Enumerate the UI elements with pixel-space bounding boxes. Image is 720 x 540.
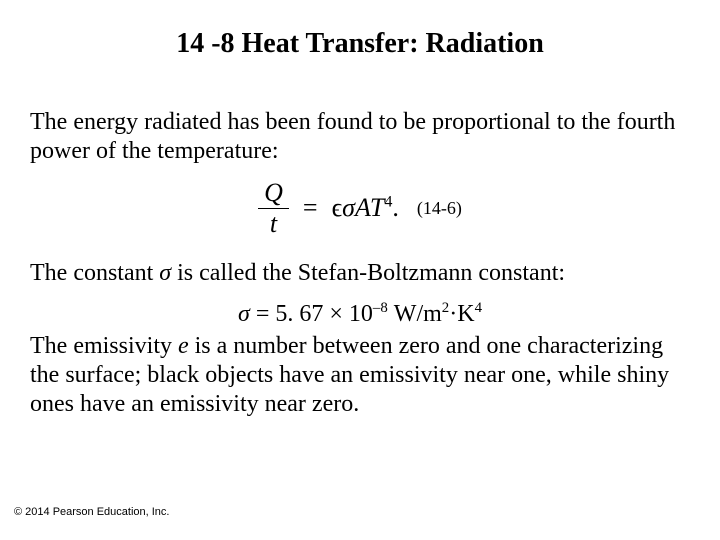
sigma-K-exp: 4 [475,300,482,316]
equation-denominator: t [264,209,283,237]
sigma-ten: 10 [343,301,373,327]
equation-period: . [392,193,399,222]
slide-title: 14 -8 Heat Transfer: Radiation [30,28,690,60]
emissivity-e-symbol: e [178,333,189,359]
sigma-symbol: σ [238,301,250,327]
sb-text-pre: The constant [30,260,159,286]
sigma-value-line: σ = 5. 67 × 10–8 W/m2·K4 [30,301,690,328]
stefan-boltzmann-equation: Q t = ϵσAT4. [258,180,399,237]
equation-A: A [355,193,370,222]
emissivity-text-pre: The emissivity [30,333,178,359]
intro-paragraph: The energy radiated has been found to be… [30,108,690,166]
equation-row: Q t = ϵσAT4. (14-6) [30,180,690,237]
equation-numerator: Q [258,180,289,209]
sb-text-post: is called the Stefan-Boltzmann constant: [171,260,565,286]
equation-sigma: σ [342,193,355,222]
sigma-times: × [329,301,343,327]
equation-T: T [370,193,384,222]
sigma-K: K [457,301,474,327]
equation-epsilon: ϵ [332,193,343,222]
equation-equals: = [303,193,318,223]
sb-sigma-symbol: σ [159,260,171,286]
slide: 14 -8 Heat Transfer: Radiation The energ… [0,0,720,540]
equation-fraction: Q t [258,180,289,237]
sigma-unit-prefix: W/m [388,301,442,327]
sigma-exp: –8 [373,300,388,316]
equation-number: (14-6) [417,198,462,219]
sigma-coeff: 5. 67 [275,301,329,327]
sigma-equals: = [250,301,276,327]
copyright-notice: © 2014 Pearson Education, Inc. [14,506,169,518]
emissivity-paragraph: The emissivity e is a number between zer… [30,332,690,418]
equation-rhs: ϵσAT4. [332,193,399,223]
stefan-boltzmann-paragraph: The constant σ is called the Stefan-Bolt… [30,259,690,288]
